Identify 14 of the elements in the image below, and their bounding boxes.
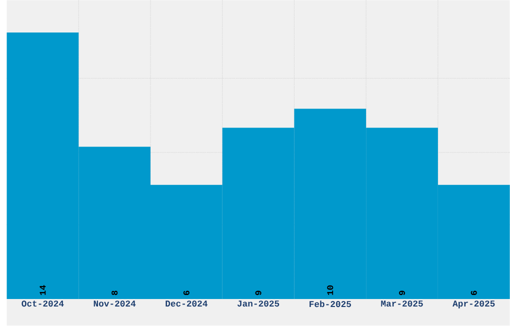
data-label: 10 (327, 286, 334, 296)
data-label: 6 (470, 290, 477, 296)
data-label: 6 (183, 290, 190, 296)
x-tick-label: Dec-2024 (166, 300, 208, 307)
data-label: 14 (40, 285, 46, 296)
x-tick-label: Apr-2025 (452, 300, 495, 309)
data-label: 9 (398, 290, 406, 296)
data-label: 8 (112, 290, 118, 296)
x-tick-label: Jan-2025 (237, 300, 280, 307)
x-tick-label: Mar-2025 (381, 300, 423, 307)
data-label: 9 (255, 290, 262, 296)
x-tick-label: Feb-2025 (310, 300, 351, 308)
x-tick-label: Nov-2024 (94, 300, 136, 307)
x-tick-label: Oct-2024 (22, 300, 64, 307)
